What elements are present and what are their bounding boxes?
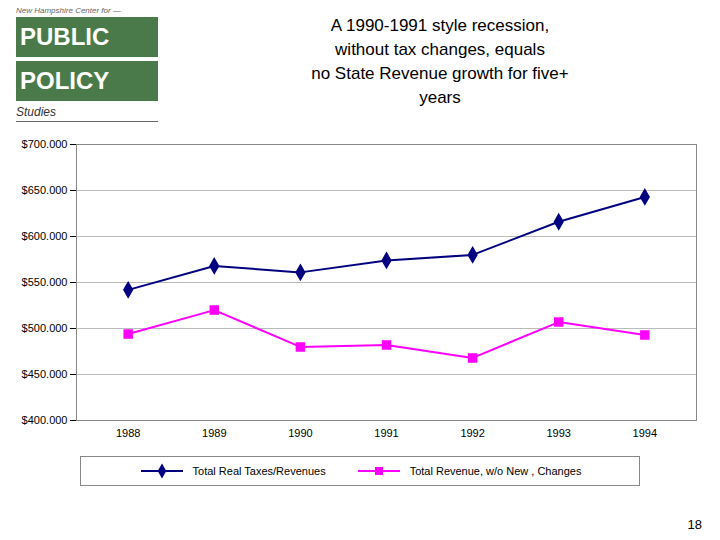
- svg-text:$550.000: $550.000: [22, 276, 68, 288]
- svg-text:1990: 1990: [288, 427, 312, 439]
- svg-text:1992: 1992: [460, 427, 484, 439]
- svg-text:1988: 1988: [116, 427, 140, 439]
- html-text:POLICY: POLICY: [20, 67, 110, 94]
- html-text:years: years: [419, 88, 461, 107]
- html-text:A 1990-1991 style recession,: A 1990-1991 style recession,: [330, 16, 550, 35]
- svg-text:$650.000: $650.000: [22, 184, 68, 196]
- html-text:18: 18: [687, 517, 702, 532]
- html-text:Total Revenue, w/o New , Chang: Total Revenue, w/o New , Changes: [409, 465, 582, 477]
- html-text:New Hampshire Center for —: New Hampshire Center for —: [16, 6, 121, 15]
- svg-text:1991: 1991: [374, 427, 398, 439]
- svg-text:$600.000: $600.000: [22, 230, 68, 242]
- html-text:PUBLIC: PUBLIC: [20, 23, 110, 50]
- svg-text:1989: 1989: [202, 427, 226, 439]
- html-text:without tax changes, equals: without tax changes, equals: [335, 40, 545, 59]
- svg-text:$400.000: $400.000: [22, 414, 68, 426]
- svg-text:$500.000: $500.000: [22, 322, 68, 334]
- html-text:Total Real Taxes/Revenues: Total Real Taxes/Revenues: [192, 465, 326, 477]
- html-text:Studies: Studies: [16, 105, 56, 119]
- svg-text:1993: 1993: [546, 427, 570, 439]
- html-text:no State Revenue growth for fi: no State Revenue growth for five+: [311, 64, 569, 83]
- svg-text:1994: 1994: [633, 427, 657, 439]
- svg-text:$700.000: $700.000: [22, 138, 68, 150]
- svg-text:$450.000: $450.000: [22, 368, 68, 380]
